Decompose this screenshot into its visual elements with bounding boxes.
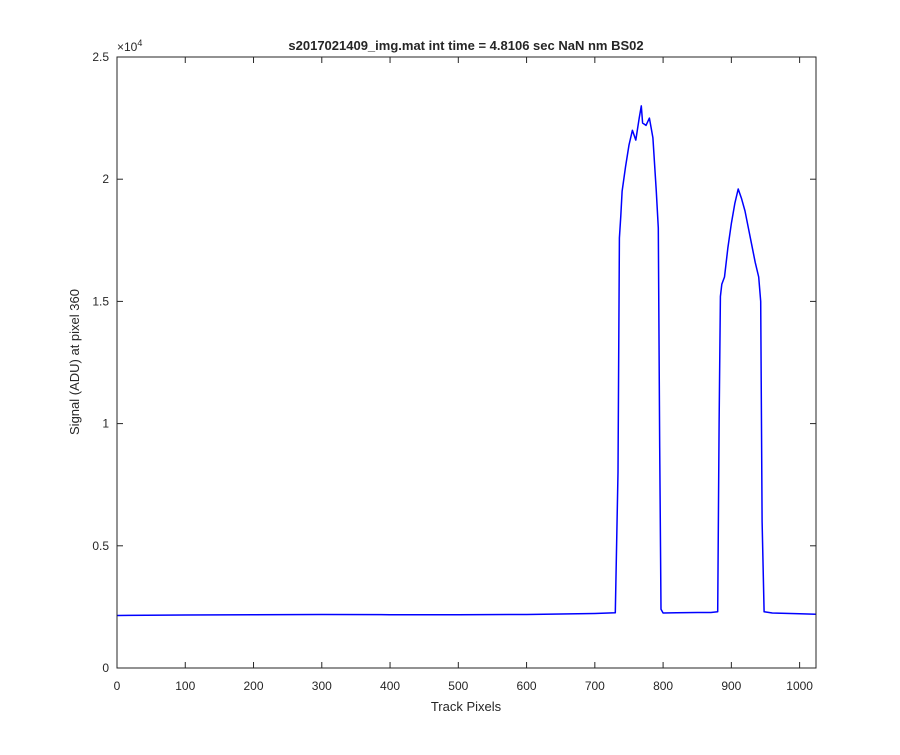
y-axis: 0 0.5 1 1.5 2 2.5: [92, 50, 816, 675]
y-exponent-power: 4: [137, 38, 142, 48]
plot-frame: [116, 56, 817, 669]
x-tick-label: 800: [653, 679, 673, 693]
x-tick-label: 500: [448, 679, 468, 693]
x-tick-label: 600: [517, 679, 537, 693]
x-tick-label: 700: [585, 679, 605, 693]
x-axis: 0 100 200 300 400 500 600 700 800 900 1000: [114, 57, 813, 693]
series-line-0: [116, 105, 817, 617]
plot-area: [117, 57, 816, 668]
y-exponent-label: ×104: [117, 38, 142, 54]
x-tick-label: 400: [380, 679, 400, 693]
chart-title: s2017021409_img.mat int time = 4.8106 se…: [288, 38, 643, 53]
y-tick-label: 0: [102, 661, 109, 675]
x-tick-label: 0: [114, 679, 121, 693]
y-tick-label: 1.5: [92, 294, 109, 308]
x-axis-label: Track Pixels: [431, 699, 502, 714]
x-tick-label: 900: [721, 679, 741, 693]
x-tick-label: 100: [175, 679, 195, 693]
y-axis-label: Signal (ADU) at pixel 360: [67, 289, 82, 435]
x-tick-label: 200: [244, 679, 264, 693]
series-layer: [116, 105, 817, 617]
y-tick-label: 2: [102, 172, 109, 186]
y-tick-label: 2.5: [92, 50, 109, 64]
x-tick-label: 1000: [786, 679, 813, 693]
y-tick-label: 0.5: [92, 539, 109, 553]
y-tick-label: 1: [102, 417, 109, 431]
x-tick-label: 300: [312, 679, 332, 693]
